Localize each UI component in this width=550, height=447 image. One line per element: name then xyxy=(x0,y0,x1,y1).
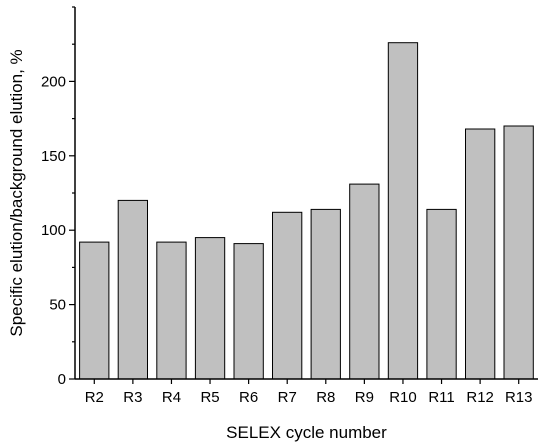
x-tick-label-r12: R12 xyxy=(466,389,494,406)
x-ticks-group: R2 R3 R4 R5 R6 R7 R8 R9 R10 R11 R12 R13 xyxy=(85,379,533,406)
x-tick-label-r2: R2 xyxy=(85,389,104,406)
y-tick-label: 150 xyxy=(41,148,66,165)
bar-r4 xyxy=(156,241,187,380)
x-tick-label-r11: R11 xyxy=(428,389,454,406)
bar-r7 xyxy=(272,211,303,380)
y-tick-label: 50 xyxy=(49,297,66,314)
bar-r5 xyxy=(194,237,226,380)
bar-r6 xyxy=(233,243,264,380)
x-tick-label-r7: R7 xyxy=(278,389,297,406)
bar-r3 xyxy=(117,199,148,380)
bar-r13 xyxy=(503,125,534,380)
bar-r11 xyxy=(426,208,457,380)
y-tick-label: 100 xyxy=(41,222,66,239)
x-tick-label-r9: R9 xyxy=(355,389,374,406)
x-tick-label-r8: R8 xyxy=(316,389,335,406)
bar-r12 xyxy=(465,128,496,380)
bar-r2 xyxy=(79,241,110,380)
y-tick-label: 0 xyxy=(58,371,66,388)
y-tick-label: 200 xyxy=(41,73,66,90)
x-tick-label-r10: R10 xyxy=(389,389,417,406)
y-axis-title: Specific elution/background elution, % xyxy=(7,49,26,336)
x-tick-label-r5: R5 xyxy=(200,389,219,406)
bar-r10 xyxy=(387,42,419,380)
x-axis-title: SELEX cycle number xyxy=(226,423,387,442)
x-tick-label-r13: R13 xyxy=(505,389,533,406)
bars-group xyxy=(79,42,534,380)
x-tick-label-r6: R6 xyxy=(239,389,258,406)
x-tick-label-r3: R3 xyxy=(123,389,142,406)
bar-r8 xyxy=(310,208,341,380)
x-tick-label-r4: R4 xyxy=(162,389,181,406)
y-ticks-group: 0 50 100 150 200 xyxy=(41,6,75,388)
bar-r9 xyxy=(349,183,380,380)
